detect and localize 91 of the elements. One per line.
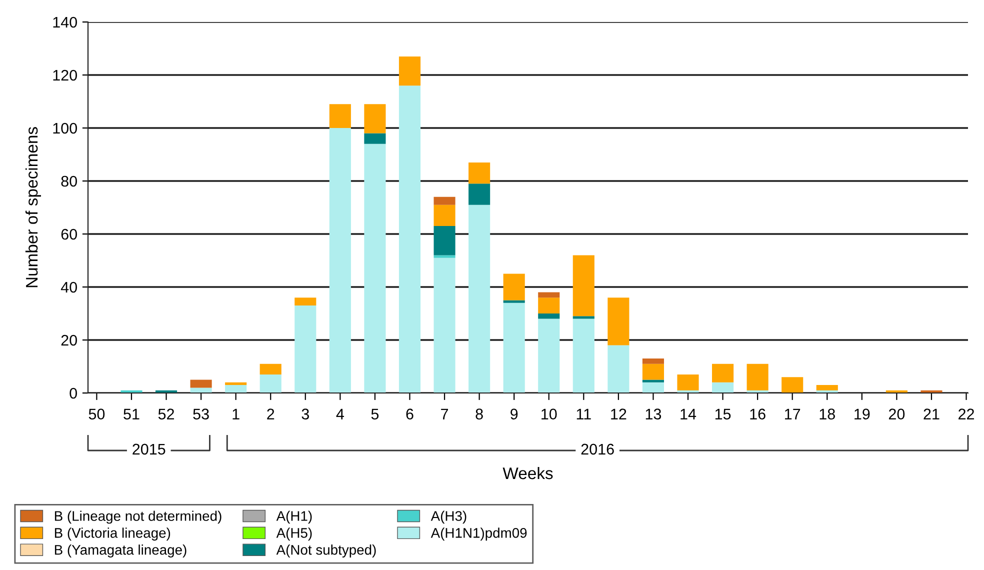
bar — [364, 144, 386, 393]
bar — [503, 302, 525, 393]
bar — [468, 184, 490, 205]
bar — [468, 204, 490, 393]
y-tick-label: 0 — [70, 388, 77, 399]
bar — [572, 255, 594, 316]
bar — [538, 314, 560, 319]
bar — [503, 274, 525, 300]
x-tick-label: 14 — [680, 408, 696, 420]
y-tick-label: 100 — [53, 122, 77, 134]
bar — [190, 380, 212, 388]
text: 2016 — [581, 444, 614, 455]
legend-label: B (Lineage not determined) — [54, 510, 222, 524]
bar — [260, 364, 282, 374]
x-tick-label: 15 — [715, 408, 731, 420]
bar — [572, 316, 594, 319]
y-tick-label: 20 — [61, 334, 77, 346]
x-tick-label: 17 — [785, 408, 800, 420]
bar — [538, 292, 560, 298]
bar — [190, 388, 212, 393]
x-tick-label: 2 — [267, 408, 274, 420]
legend-label: A(H1N1)pdm09 — [430, 528, 527, 541]
x-tick-label: 20 — [888, 408, 905, 420]
legend-label: B (Yamagata lineage) — [54, 544, 186, 558]
x-tick-label: 22 — [958, 408, 974, 420]
bar — [642, 358, 664, 364]
legend-label: B (Victoria lineage) — [54, 528, 170, 541]
bar — [538, 318, 560, 393]
x-tick-label: 50 — [88, 408, 105, 420]
x-tick-label: 19 — [854, 408, 870, 420]
x-tick-label: 1 — [232, 408, 240, 420]
bar — [538, 298, 560, 314]
y-tick-label: 80 — [61, 176, 77, 187]
x-tick-label: 51 — [124, 408, 140, 420]
bar — [225, 385, 247, 393]
y-tick-label: 140 — [53, 16, 77, 28]
legend-label: A(H1) — [276, 510, 312, 524]
x-tick-label: 52 — [158, 408, 174, 420]
x-tick-label: 16 — [750, 408, 766, 420]
x-tick-label: 4 — [336, 408, 344, 420]
bar — [225, 382, 247, 386]
legend-label: A(H5) — [276, 528, 312, 541]
y-tick-label: 120 — [53, 70, 77, 81]
bar — [468, 162, 490, 184]
bar — [712, 382, 734, 393]
bar — [364, 133, 386, 144]
text: 2015 — [132, 444, 166, 455]
bar — [294, 306, 316, 393]
bar — [434, 226, 456, 256]
bar — [434, 196, 456, 205]
bar — [642, 382, 664, 393]
bar — [329, 128, 351, 393]
x-tick-label: 53 — [193, 408, 209, 420]
bar — [746, 364, 768, 390]
bar — [364, 104, 386, 134]
bar — [398, 56, 421, 86]
bar — [608, 298, 630, 346]
bar — [642, 380, 664, 382]
bar — [782, 377, 804, 393]
bar — [398, 86, 421, 393]
x-tick-label: 12 — [611, 408, 626, 420]
bar — [572, 318, 594, 393]
bar — [329, 104, 351, 128]
y-axis-title: Number of specimens — [25, 127, 41, 288]
bar — [608, 345, 630, 393]
bar — [434, 258, 456, 393]
legend-label: A(Not subtyped) — [276, 544, 376, 558]
x-tick-label: 21 — [924, 408, 940, 420]
y-tick-label: 40 — [60, 282, 77, 293]
x-tick-label: 8 — [476, 408, 483, 420]
x-tick-label: 9 — [510, 408, 518, 420]
bar — [434, 204, 456, 226]
bar — [434, 255, 456, 258]
bar — [294, 298, 316, 306]
x-tick-label: 11 — [576, 408, 591, 420]
x-tick-label: 10 — [542, 408, 557, 420]
bar — [260, 374, 282, 393]
x-tick-label: 13 — [646, 408, 662, 420]
legend-label: A(H3) — [430, 510, 466, 524]
bar — [677, 374, 699, 390]
bar — [816, 385, 838, 390]
bar — [642, 364, 664, 380]
x-tick-label: 18 — [820, 408, 835, 420]
y-tick-label: 60 — [61, 228, 77, 240]
bar — [503, 300, 525, 303]
x-axis-title: Weeks — [502, 466, 553, 480]
x-tick-label: 3 — [302, 408, 309, 420]
bar — [712, 364, 734, 382]
x-tick-label: 5 — [371, 408, 379, 420]
x-tick-label: 6 — [406, 408, 414, 420]
x-tick-label: 7 — [441, 408, 448, 420]
